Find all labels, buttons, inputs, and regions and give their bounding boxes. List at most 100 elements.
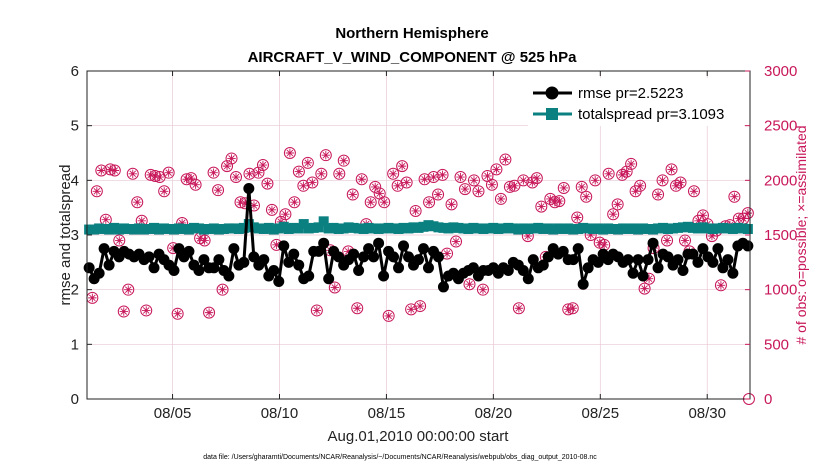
obs-assimilated-marker	[635, 181, 645, 190]
obs-count-point	[625, 157, 638, 170]
obs-possible-marker	[351, 302, 364, 315]
obs-possible-marker	[140, 304, 153, 317]
obs-assimilated-marker	[227, 154, 236, 163]
obs-count-point	[122, 283, 135, 296]
obs-assimilated-marker	[245, 169, 254, 178]
rmse-point	[258, 254, 270, 266]
obs-possible-marker	[256, 159, 269, 172]
obs-possible-marker	[203, 306, 216, 319]
obs-count-point	[396, 160, 409, 173]
chart-title: Northern Hemisphere	[335, 25, 488, 42]
obs-possible-marker	[620, 165, 633, 178]
obs-count-point	[369, 180, 382, 193]
x-ticks: 08/05 08/10 08/15 08/20 08/25 08/30	[154, 71, 726, 422]
obs-assimilated-marker	[209, 168, 218, 177]
obs-assimilated-marker	[698, 211, 708, 220]
rmse-point	[358, 251, 370, 263]
obs-assimilated-marker	[182, 175, 191, 184]
obs-assimilated-marker	[469, 176, 479, 185]
obs-assimilated-marker	[532, 173, 542, 183]
obs-possible-marker	[670, 179, 683, 192]
obs-assimilated-marker	[505, 182, 515, 192]
obs-count-point	[333, 167, 346, 180]
obs-count-point	[113, 234, 126, 247]
obs-possible-marker	[616, 168, 629, 181]
obs-assimilated-marker	[191, 180, 200, 189]
obs-assimilated-marker	[254, 168, 263, 177]
obs-possible-marker	[409, 204, 422, 217]
rmse-point	[143, 251, 155, 263]
obs-possible-marker	[602, 167, 615, 180]
obs-count-point	[315, 167, 328, 180]
obs-possible-marker	[306, 176, 319, 189]
rmse-point	[248, 251, 260, 263]
data-file-footer: data file: /Users/gharamti/Documents/NCA…	[203, 454, 597, 461]
obs-count-point	[445, 198, 458, 211]
legend: rmse pr=2.5223 totalspread pr=3.1093	[528, 78, 744, 126]
obs-assimilated-marker	[236, 198, 245, 207]
obs-count-point	[476, 283, 489, 296]
obs-count-point	[494, 192, 507, 205]
rmse-point	[677, 265, 689, 277]
obs-assimilated-marker	[240, 199, 250, 208]
obs-possible-marker	[575, 180, 588, 193]
obs-assimilated-marker	[559, 183, 568, 193]
obs-possible-marker	[261, 177, 274, 190]
obs-possible-marker	[571, 211, 584, 224]
obs-assimilated-marker	[119, 307, 128, 316]
rmse-point	[348, 248, 360, 260]
obs-possible-marker	[288, 196, 301, 209]
obs-assimilated-marker	[626, 159, 636, 169]
obs-assimilated-marker	[438, 170, 447, 180]
obs-possible-marker	[661, 234, 674, 247]
obs-count-point	[553, 195, 566, 208]
rmse-point	[398, 240, 410, 252]
rmse-point	[368, 251, 380, 263]
obs-assimilated-marker	[429, 172, 438, 182]
obs-possible-marker	[315, 167, 328, 180]
obs-assimilated-marker	[433, 190, 443, 199]
obs-possible-marker	[391, 179, 404, 192]
obs-assimilated-marker	[406, 305, 416, 314]
obs-count-point	[337, 154, 350, 167]
obs-count-point	[499, 153, 512, 166]
x-tick-label: 08/15	[368, 405, 406, 422]
obs-assimilated-marker	[743, 208, 753, 218]
y-tick-label: 1	[71, 336, 79, 353]
y-tick-label: 2	[71, 282, 79, 299]
obs-count-point	[566, 302, 579, 315]
obs-assimilated-marker	[667, 165, 676, 174]
rmse-point	[567, 254, 579, 266]
obs-assimilated-marker	[658, 176, 667, 185]
obs-count-point	[450, 235, 463, 248]
obs-possible-marker	[243, 167, 256, 180]
rmse-point	[652, 262, 664, 274]
obs-possible-marker	[189, 178, 202, 191]
rmse-point	[432, 251, 444, 263]
obs-count-point	[230, 171, 243, 184]
obs-possible-marker	[301, 156, 314, 169]
obs-assimilated-marker	[281, 210, 290, 219]
obs-assimilated-marker	[128, 169, 137, 178]
rmse-point	[223, 270, 235, 282]
obs-assimilated-marker	[456, 172, 465, 182]
obs-possible-marker	[553, 195, 566, 208]
obs-assimilated-marker	[501, 155, 510, 164]
y-tick-label: 5	[71, 118, 79, 135]
rmse-point	[363, 243, 375, 255]
obs-possible-marker	[108, 164, 121, 177]
obs-count-point	[687, 185, 700, 198]
obs-assimilated-marker	[465, 280, 474, 289]
obs-assimilated-marker	[640, 284, 649, 293]
obs-assimilated-marker	[186, 173, 196, 183]
obs-count-point	[589, 174, 602, 187]
rmse-point	[283, 256, 295, 268]
obs-assimilated-marker	[415, 301, 425, 311]
obs-count-point	[131, 196, 144, 209]
plot-data	[83, 147, 755, 405]
rmse-point	[208, 262, 220, 274]
obs-assimilated-marker	[555, 196, 564, 206]
obs-assimilated-marker	[608, 210, 618, 219]
obs-assimilated-marker	[680, 236, 690, 245]
obs-possible-marker	[557, 181, 570, 194]
